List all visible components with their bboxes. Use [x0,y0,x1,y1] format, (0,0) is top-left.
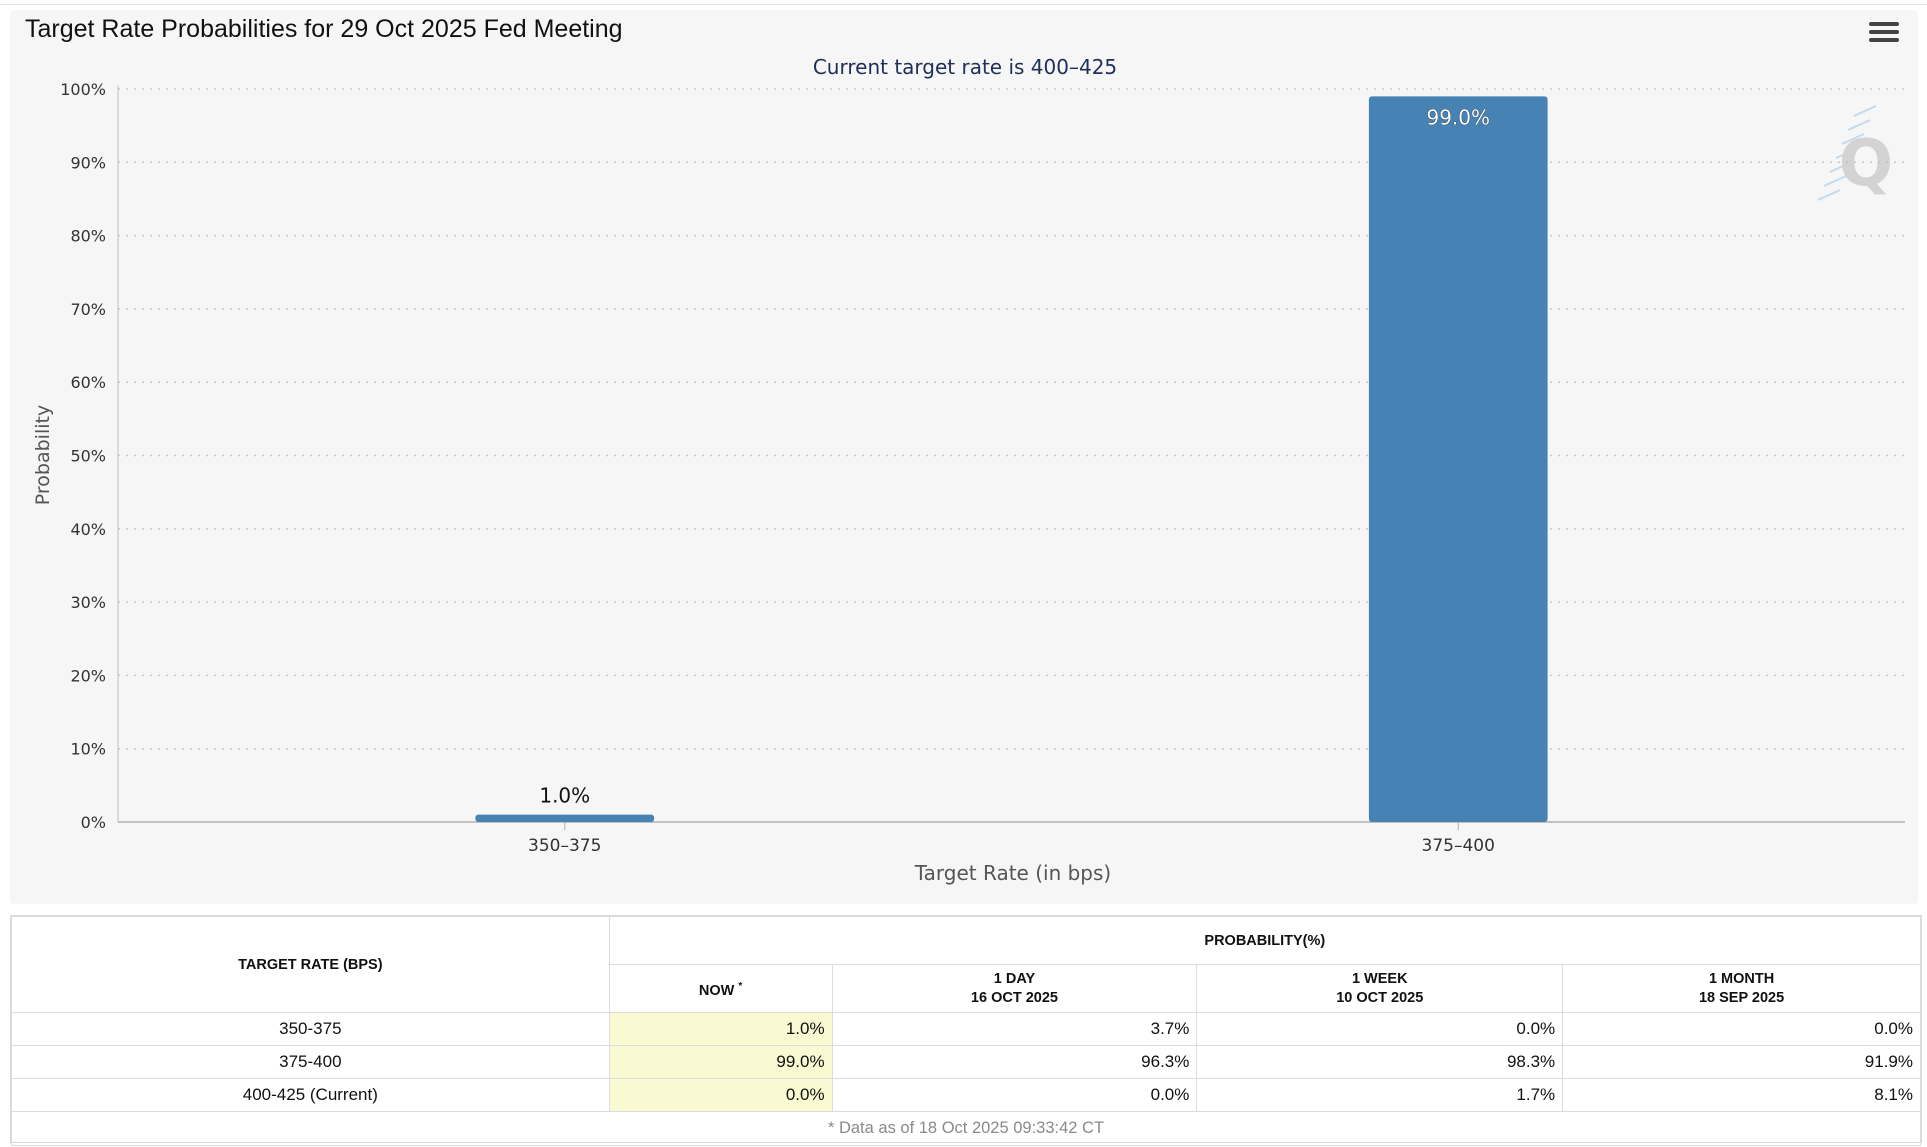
watermark-stroke [1823,175,1847,187]
target-rate-header[interactable]: TARGET RATE (BPS) [11,916,610,1013]
prob-column-header[interactable]: 1 DAY 16 OCT 2025 [831,964,1198,1013]
bar [475,814,655,822]
bar [1368,96,1548,822]
probability-header: PROBABILITY(%) [608,916,1922,965]
x-tick-label: 350–375 [528,836,601,856]
watermark-stroke [1817,189,1841,201]
column-period: 1 WEEK [1351,970,1408,987]
probability-cell: 1.7% [1196,1078,1564,1112]
y-tick-label: 0% [81,813,106,832]
probability-table: TARGET RATE (BPS) PROBABILITY(%) NOW * 1 … [11,916,1922,1146]
target-rate-cell: 375-400 [11,1045,610,1079]
top-strip [0,0,1927,5]
probability-cell: 96.3% [831,1045,1198,1079]
probability-cell: 1.0% [608,1012,833,1046]
hamburger-menu-icon[interactable] [1869,22,1899,48]
probability-cell: 98.3% [1196,1045,1564,1079]
data-label: 99.0% [1426,105,1490,129]
column-period: 1 MONTH [1708,970,1775,987]
column-date: 16 OCT 2025 [970,989,1058,1006]
y-tick-label: 50% [70,447,106,466]
probability-cell: 91.9% [1562,1045,1921,1079]
probability-cell: 0.0% [1196,1012,1564,1046]
chart-subtitle: Current target rate is 400–425 [813,55,1117,79]
y-tick-label: 100% [60,80,106,99]
data-timestamp-footnote: * Data as of 18 Oct 2025 09:33:42 CT [11,1111,1921,1146]
y-axis-title: Probability [32,405,54,505]
x-tick-label: 375–400 [1422,836,1495,856]
y-tick-label: 20% [70,666,106,685]
watermark-logo: Q [1817,105,1893,201]
watermark-letter: Q [1839,127,1893,201]
y-tick-label: 70% [70,300,106,319]
probability-cell: 0.0% [608,1078,833,1112]
watermark-stroke [1847,119,1871,131]
y-tick-label: 40% [70,520,106,539]
x-axis-title: Target Rate (in bps) [914,861,1111,885]
watermark-stroke [1841,133,1865,145]
probability-cell: 0.0% [831,1078,1198,1112]
prob-column-header[interactable]: 1 MONTH 18 SEP 2025 [1562,964,1921,1013]
column-period: 1 DAY [993,970,1036,987]
target-rate-cell: 350-375 [11,1012,610,1046]
column-date: 18 SEP 2025 [1698,989,1785,1006]
prob-column-header[interactable]: 1 WEEK 10 OCT 2025 [1196,964,1564,1013]
table-row: 375-400 99.0% 96.3% 98.3% 91.9% [11,1045,1921,1079]
table-row: 400-425 (Current) 0.0% 0.0% 1.7% 8.1% [11,1078,1921,1112]
probability-cell: 8.1% [1562,1078,1921,1112]
prob-column-header[interactable]: NOW * [608,964,833,1013]
y-tick-label: 10% [70,740,106,759]
bar-chart: 0% 10% 20% 30% 40% 50% 60% 70% 80% 90% 100% 350–375… [32,55,1905,885]
watermark-stroke [1835,147,1859,159]
probability-cell: 99.0% [608,1045,833,1079]
target-rate-cell: 400-425 (Current) [11,1078,610,1112]
y-tick-label: 80% [70,227,106,246]
watermark-stroke [1829,161,1853,173]
y-tick-label: 90% [70,153,106,172]
watermark-stroke [1853,105,1877,117]
probability-table-container: TARGET RATE (BPS) PROBABILITY(%) NOW * 1 … [10,915,1922,1146]
probability-cell: 0.0% [1562,1012,1921,1046]
column-footnote-marker: * [738,980,743,992]
column-date: 10 OCT 2025 [1336,989,1424,1006]
probability-cell: 3.7% [831,1012,1198,1046]
y-tick-label: 30% [70,593,106,612]
chart-title: Target Rate Probabilities for 29 Oct 202… [25,15,623,43]
y-tick-label: 60% [70,373,106,392]
table-row: 350-375 1.0% 3.7% 0.0% 0.0% [11,1012,1921,1046]
column-period: NOW [698,982,735,999]
chart-panel [10,10,1918,904]
data-label: 1.0% [539,784,590,808]
